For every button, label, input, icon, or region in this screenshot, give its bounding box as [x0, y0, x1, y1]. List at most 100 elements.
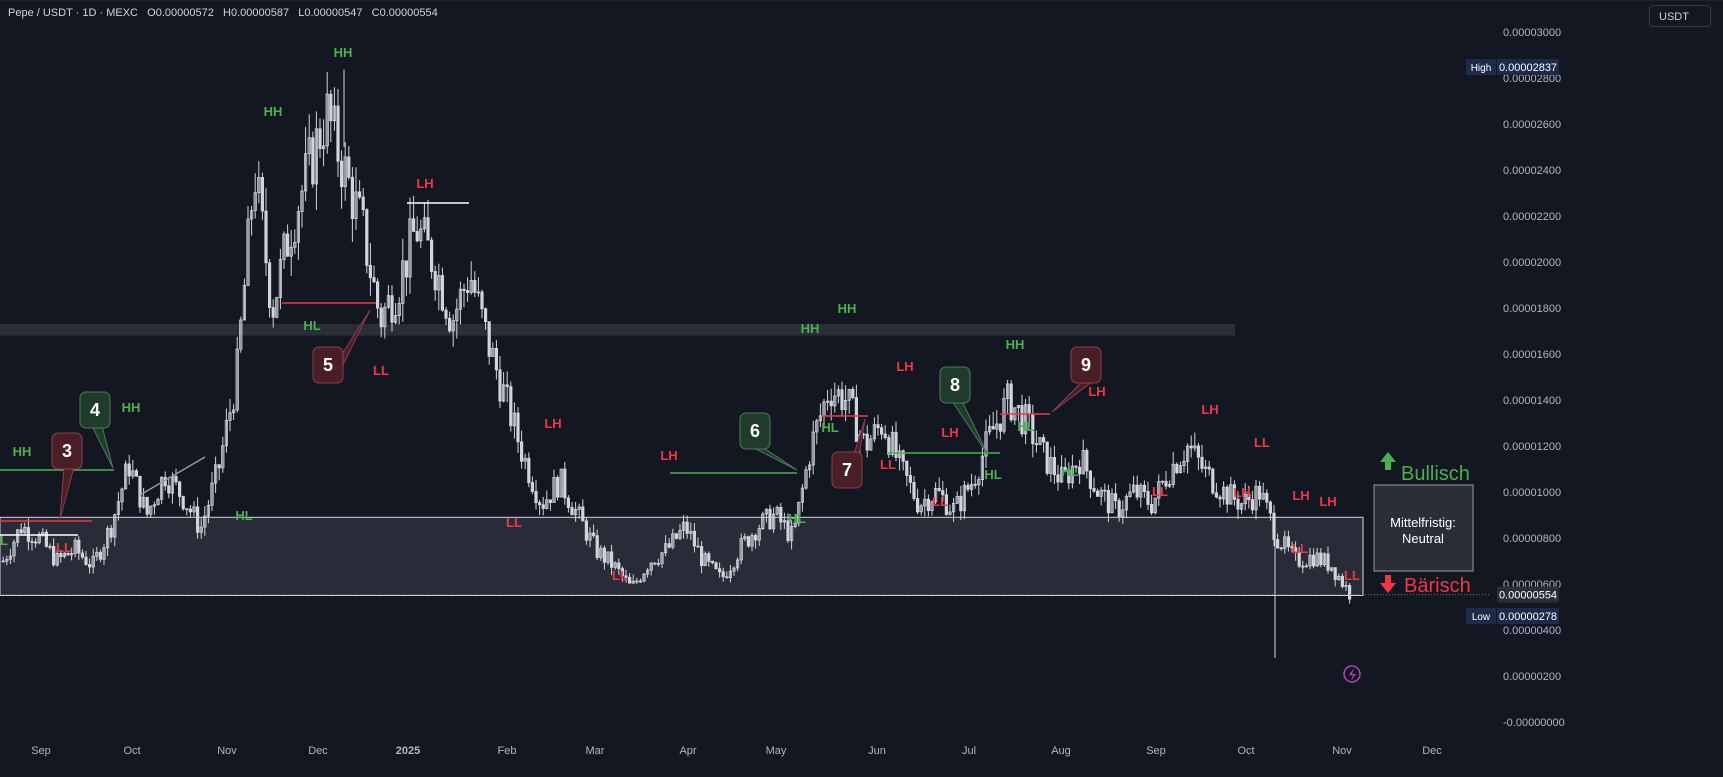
candle-body — [235, 348, 239, 411]
arrow-up-icon — [1380, 452, 1396, 470]
pivot-label: LL — [612, 568, 628, 583]
candle-body — [815, 420, 819, 433]
candle-body — [530, 482, 535, 492]
currency-button[interactable]: USDT — [1649, 5, 1711, 27]
candle-body — [23, 527, 27, 534]
annotation-badge — [739, 412, 771, 450]
x-tick-label: Sep — [31, 745, 51, 757]
annotation-badge — [1070, 346, 1102, 384]
candle-body — [120, 488, 124, 503]
pivot-label: LL — [506, 515, 522, 530]
lightning-icon[interactable] — [1343, 665, 1361, 683]
candle-body — [1063, 466, 1067, 471]
x-tick-label: Oct — [1237, 745, 1254, 757]
candle-body — [404, 260, 409, 278]
annotation-number: 8 — [950, 375, 960, 395]
candle-body — [1009, 383, 1013, 421]
y-tick-label: 0.00001000 — [1503, 487, 1561, 499]
candle-body — [379, 307, 383, 328]
y-tick-label: 0.00001600 — [1503, 349, 1561, 361]
candle-body — [1124, 496, 1128, 511]
bearish-label: Bärisch — [1404, 575, 1471, 597]
candle-body — [944, 494, 949, 515]
candle-body — [1261, 492, 1265, 500]
candle-body — [624, 575, 628, 578]
candle-body — [977, 479, 981, 485]
candle-body — [91, 555, 95, 568]
candle-body — [1207, 466, 1211, 470]
candle-body — [826, 400, 830, 403]
candle-body — [415, 231, 419, 242]
candle-body — [1150, 504, 1154, 514]
x-tick-label: Dec — [1422, 745, 1442, 757]
candle-body — [167, 485, 171, 494]
candle-body — [840, 389, 844, 411]
pivot-label: HH — [801, 321, 820, 336]
y-tick-label: 0.00002400 — [1503, 165, 1561, 177]
candle-body — [1193, 445, 1197, 449]
candle-body — [934, 488, 938, 503]
candle-body — [1218, 496, 1222, 500]
candle-body — [134, 470, 138, 477]
candle-body — [296, 211, 301, 243]
pivot-label: HH — [838, 301, 857, 316]
x-tick-label: Sep — [1146, 745, 1166, 757]
candle-body — [1304, 565, 1308, 568]
candle-body — [656, 562, 661, 565]
candle-body — [948, 511, 952, 515]
candle-body — [1200, 456, 1204, 469]
pivot-label: LH — [544, 416, 561, 431]
candle-body — [343, 156, 347, 188]
candle-body — [242, 284, 246, 321]
annotation-badge — [312, 346, 344, 384]
pivot-label: HH — [13, 444, 32, 459]
candle-body — [177, 481, 182, 497]
candle-body — [361, 196, 365, 211]
candle-body — [991, 426, 995, 430]
candle-body — [772, 513, 776, 530]
y-tick-label: 0.00001800 — [1503, 303, 1561, 315]
candle-body — [1236, 498, 1240, 510]
candle-body — [447, 317, 452, 332]
candle-body — [559, 468, 563, 498]
candle-body — [674, 533, 679, 539]
candle-body — [426, 217, 430, 241]
candle-body — [818, 415, 823, 422]
candle-body — [1114, 493, 1118, 502]
candle-body — [455, 308, 459, 322]
candle-body — [912, 481, 916, 499]
x-tick-label: Nov — [1332, 745, 1352, 757]
pivot-label: LH — [1201, 402, 1218, 417]
candle-body — [1078, 466, 1082, 475]
candle-body — [5, 558, 9, 562]
candle-body — [433, 271, 437, 291]
low-price-label-box — [1466, 608, 1496, 624]
candle-body — [397, 302, 401, 317]
candle-body — [1265, 492, 1269, 503]
candle-body — [660, 552, 664, 564]
pivot-label: LH — [660, 448, 677, 463]
bullish-label: Bullisch — [1401, 463, 1470, 485]
annotation-number: 6 — [750, 421, 760, 441]
candle-body — [833, 395, 837, 407]
candle-body — [966, 484, 970, 490]
low-value: L0.00000547 — [298, 7, 363, 19]
candle-body — [1139, 484, 1143, 498]
candle-body — [34, 541, 38, 544]
candle-body — [941, 490, 945, 496]
x-tick-label: Oct — [123, 745, 140, 757]
candle-body — [451, 320, 455, 332]
candle-body — [804, 469, 808, 489]
x-tick-label: Aug — [1051, 745, 1071, 757]
candle-body — [192, 506, 196, 513]
candle-body — [638, 580, 643, 583]
candle-body — [890, 431, 895, 455]
symbol-line[interactable]: Pepe / USDT · 1D · MEXC — [8, 7, 138, 19]
candle-body — [1088, 470, 1092, 489]
pivot-label: HL — [1017, 419, 1034, 434]
y-tick-label: 0.00000800 — [1503, 533, 1561, 545]
candle-body — [1326, 553, 1330, 571]
candle-body — [926, 498, 931, 511]
candle-body — [174, 476, 178, 483]
